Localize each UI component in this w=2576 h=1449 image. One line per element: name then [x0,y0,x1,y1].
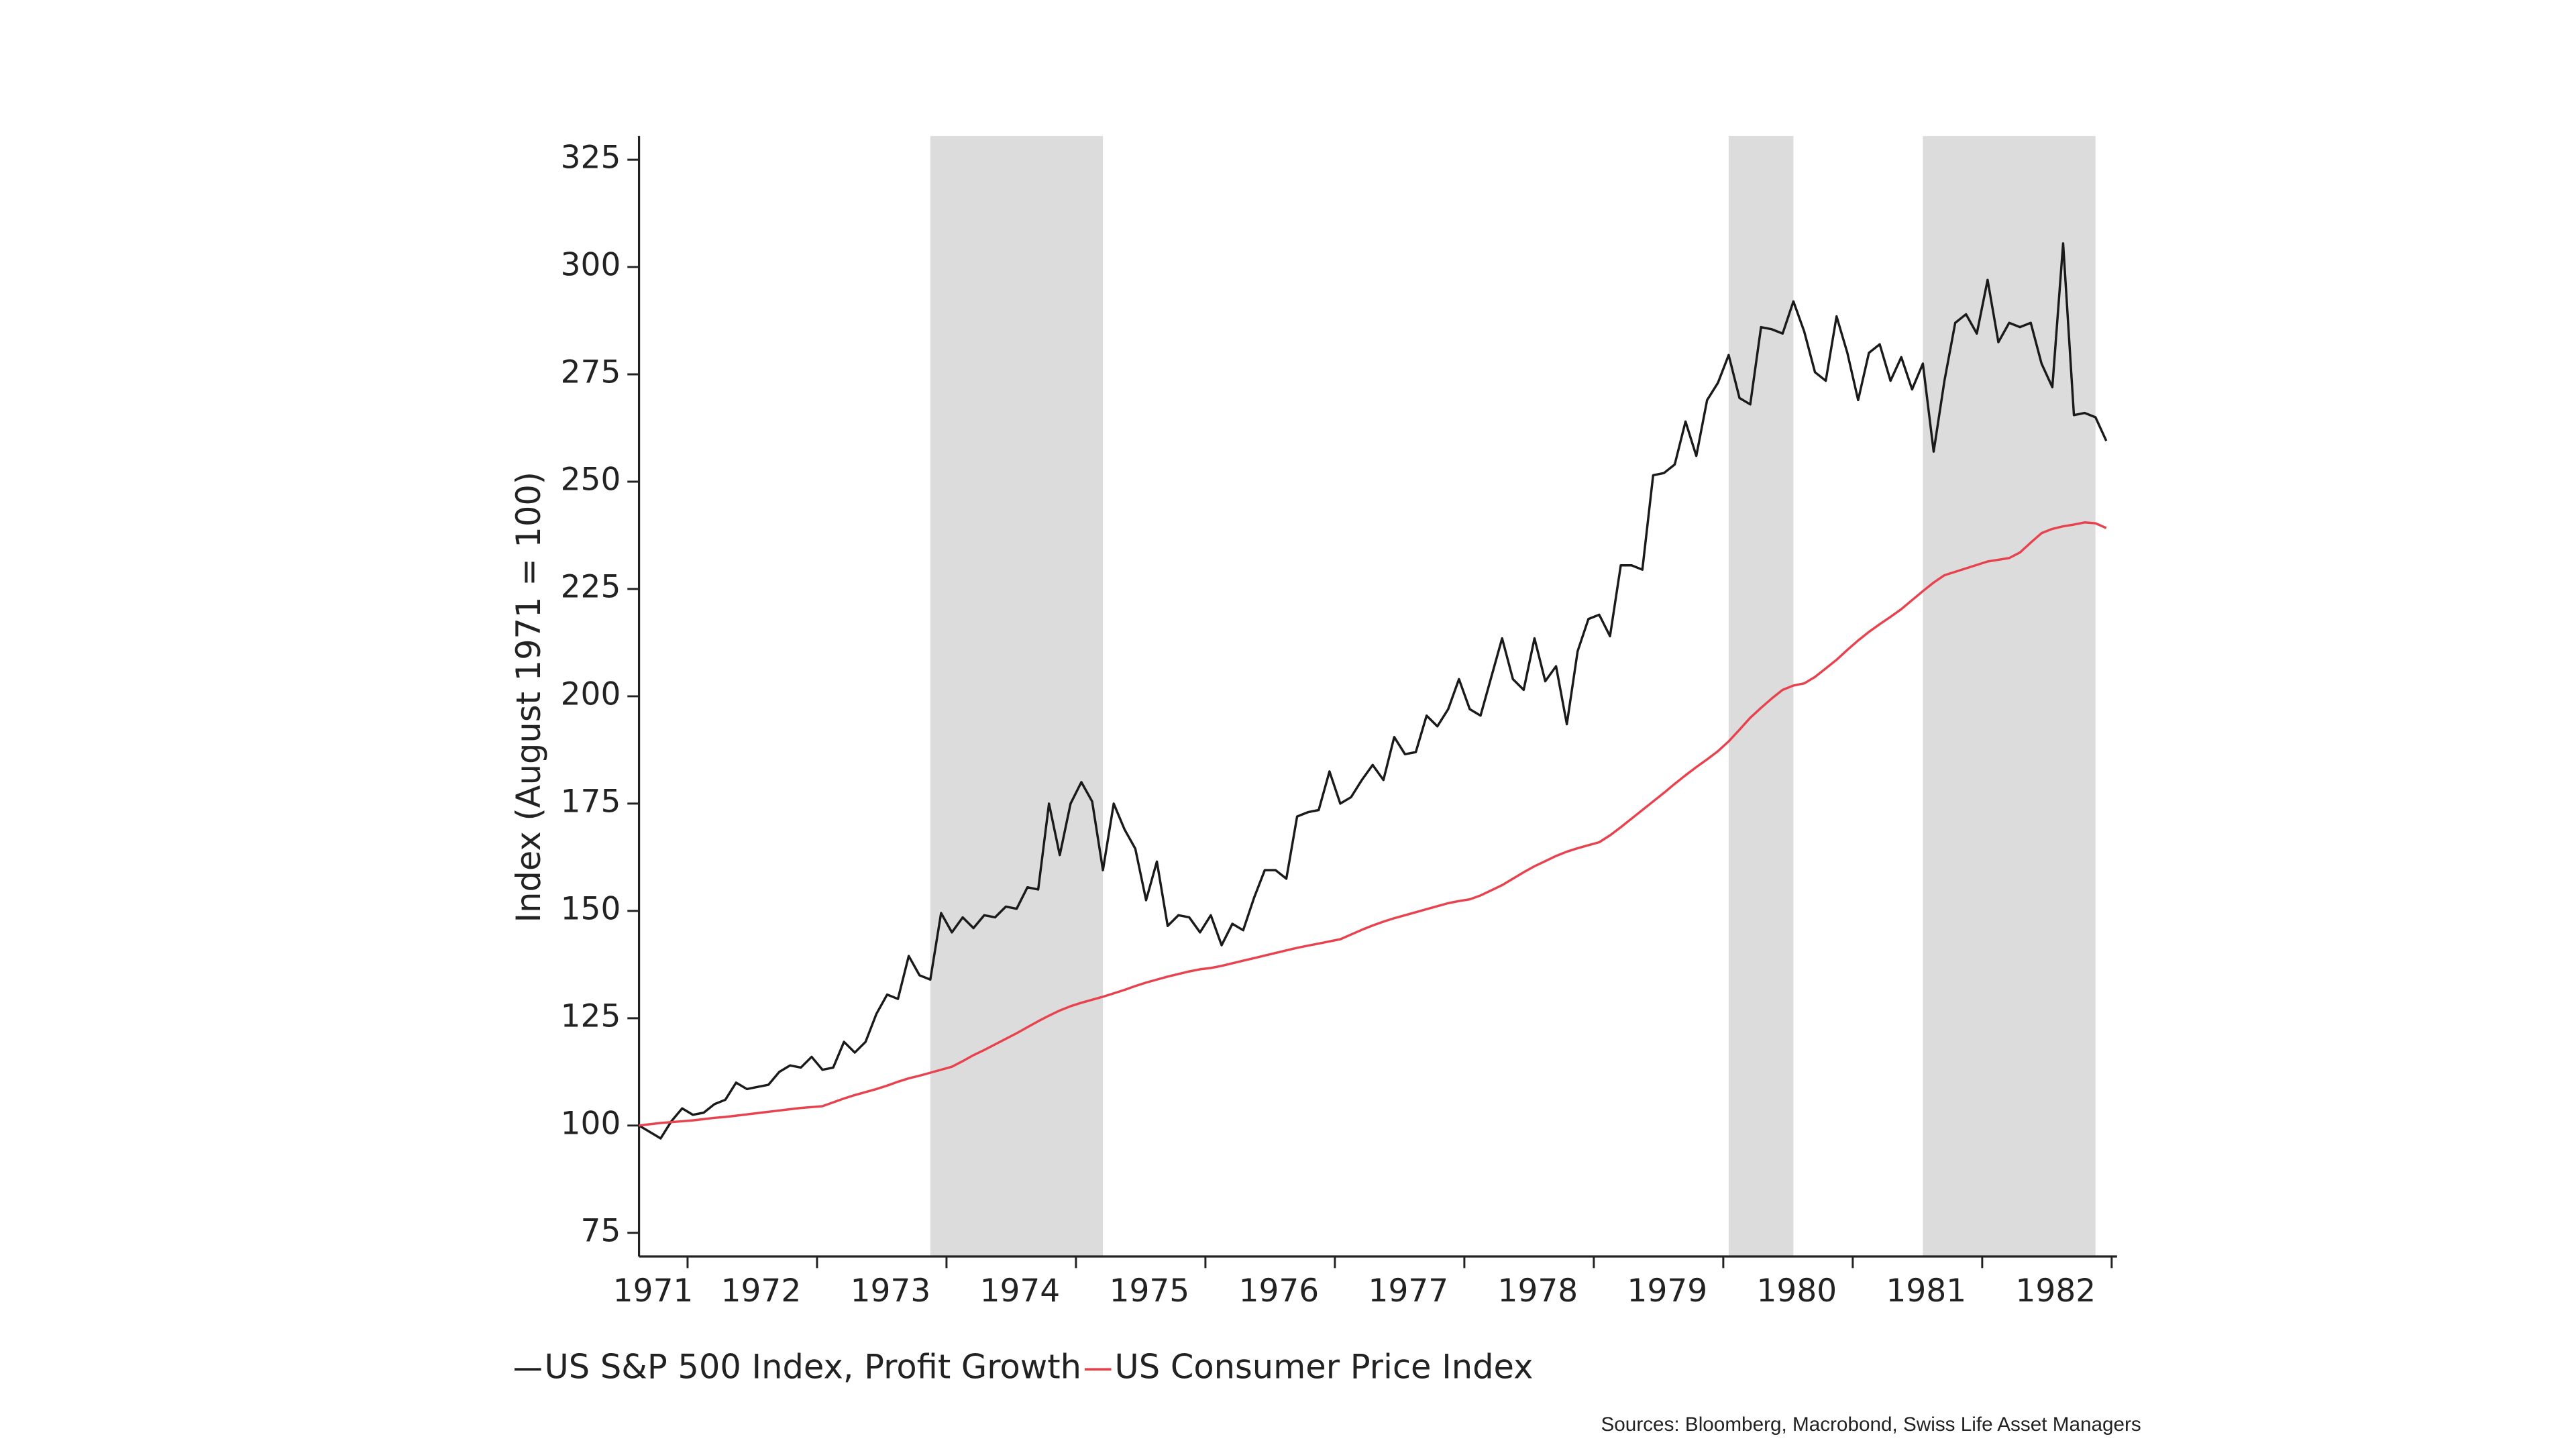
x-tick-label: 1976 [1239,1273,1320,1309]
y-tick-label: 175 [561,783,621,820]
series-line [639,521,2107,1127]
x-tick-label: 1981 [1886,1273,1967,1309]
y-tick-label: 200 [561,676,621,712]
x-tick-label: 1973 [851,1273,931,1309]
x-tick-label: 1975 [1110,1273,1190,1309]
y-tick-label: 150 [561,890,621,927]
x-tick-label: 1982 [2016,1273,2096,1309]
y-tick-label: 250 [561,461,621,498]
legend-label: US S&P 500 Index, Profit Growth [545,1348,1081,1387]
x-tick-label: 1980 [1757,1273,1837,1309]
shading-layer [930,136,2096,1256]
shaded-period [1728,136,1794,1256]
x-tick-label: 1971 [613,1273,694,1309]
y-tick-label: 225 [561,568,621,605]
x-tick-label: 1977 [1368,1273,1449,1309]
source-note: Sources: Bloomberg, Macrobond, Swiss Lif… [1601,1413,2141,1436]
x-tick-label: 1978 [1498,1273,1578,1309]
y-tick-label: 275 [561,354,621,391]
series-line [638,242,2108,1140]
y-tick-label: 75 [581,1212,621,1249]
x-tick-label: 1979 [1627,1273,1708,1309]
legend-label: US Consumer Price Index [1114,1348,1533,1387]
shaded-period [930,136,1104,1256]
y-tick-label: 125 [561,998,621,1034]
x-tick-label: 1974 [980,1273,1061,1309]
shaded-period [1923,136,2096,1256]
y-tick-label: 300 [561,247,621,284]
y-tick-label: 325 [561,140,621,176]
y-tick-label: 100 [561,1105,621,1142]
y-axis-label: Index (August 1971 = 100) [509,472,548,923]
x-tick-label: 1972 [721,1273,802,1309]
